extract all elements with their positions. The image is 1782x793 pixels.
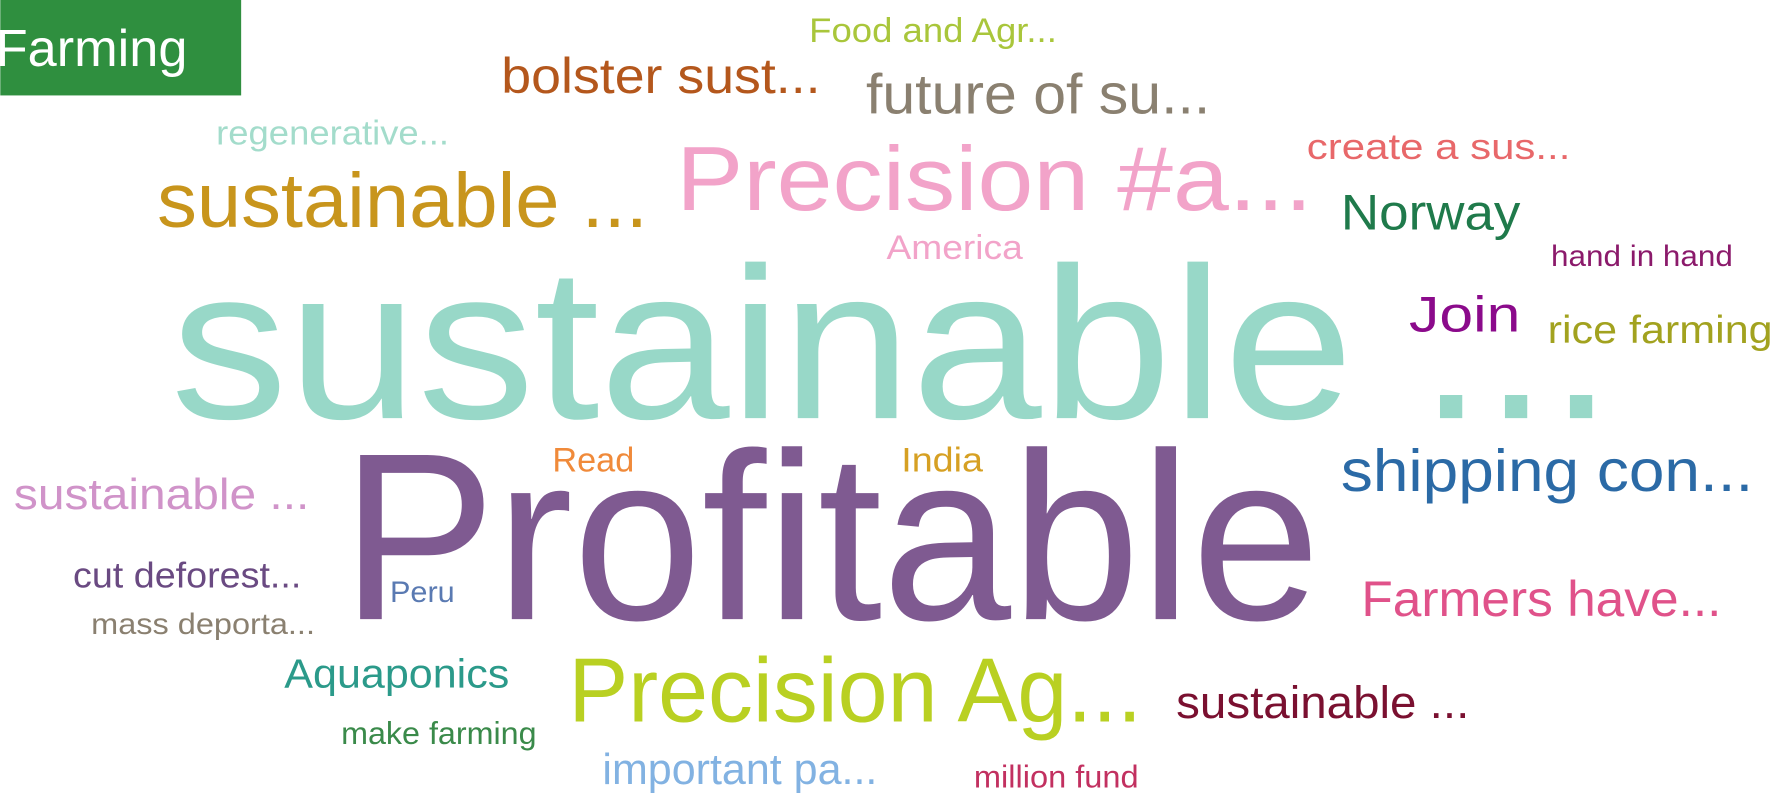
word[interactable]: sustainable ... (1176, 677, 1469, 728)
word[interactable]: Peru (390, 576, 455, 609)
word[interactable]: shipping con... (1341, 438, 1753, 504)
word[interactable]: bolster sust... (501, 48, 820, 104)
word[interactable]: Precision Ag... (568, 640, 1142, 741)
tag-badge[interactable] (0, 0, 242, 96)
word[interactable]: India (901, 441, 983, 479)
word[interactable]: sustainable ... (157, 158, 648, 244)
word[interactable]: mass deporta... (91, 608, 315, 641)
word[interactable]: hand in hand (1551, 240, 1733, 273)
word[interactable]: Food and Agr... (809, 12, 1057, 50)
word[interactable]: Read (552, 441, 634, 479)
word[interactable]: create a sus... (1307, 126, 1571, 167)
tag-label: Farming (0, 20, 187, 78)
word[interactable]: regenerative... (216, 114, 449, 152)
word[interactable]: future of su... (866, 64, 1210, 127)
word[interactable]: Farmers have... (1361, 571, 1721, 627)
word[interactable]: rice farming (1548, 309, 1773, 352)
word[interactable]: America (886, 229, 1022, 267)
words: Food and Agr...bolster sust... future of … (14, 12, 1773, 793)
word[interactable]: Precision #a... (676, 129, 1312, 230)
word[interactable]: Profitable (341, 403, 1320, 670)
word[interactable]: Norway (1341, 184, 1521, 240)
word[interactable]: million fund (974, 758, 1139, 793)
word[interactable]: sustainable ... (171, 223, 1614, 464)
word[interactable]: Aquaponics (284, 650, 509, 696)
word[interactable]: Join (1409, 287, 1520, 343)
word[interactable]: important pa... (602, 746, 877, 793)
word[interactable]: make farming (341, 715, 536, 751)
word[interactable]: cut deforest... (73, 554, 301, 595)
word[interactable]: sustainable ... (14, 471, 309, 519)
